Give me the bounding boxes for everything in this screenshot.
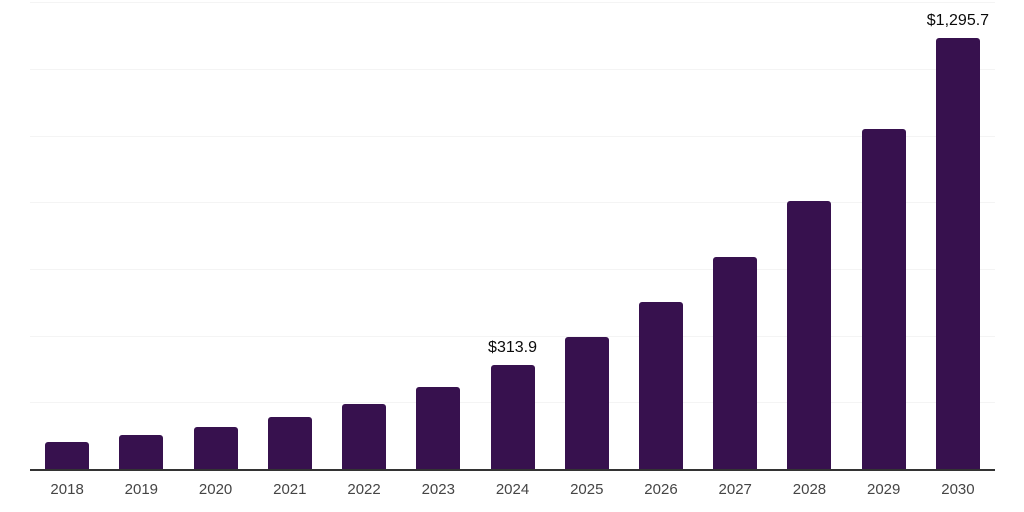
gridline xyxy=(30,269,995,270)
bar-slot-2021 xyxy=(253,0,327,470)
bar-2020 xyxy=(193,427,238,470)
bar-2029 xyxy=(861,129,906,470)
x-tick-label-2025: 2025 xyxy=(570,481,604,498)
bar-slot-2023 xyxy=(401,0,475,470)
bar-2025 xyxy=(564,337,609,470)
bar-slot-2022 xyxy=(327,0,401,470)
bar-slot-2027 xyxy=(698,0,772,470)
bar-slot-2029 xyxy=(847,0,921,470)
bar-2027 xyxy=(713,257,758,470)
bar-slot-2019 xyxy=(104,0,178,470)
x-axis-line xyxy=(30,469,995,471)
bar-slot-2025 xyxy=(550,0,624,470)
gridline xyxy=(30,69,995,70)
x-tick-label-2026: 2026 xyxy=(644,481,678,498)
bar-2019 xyxy=(119,435,164,470)
bar-2022 xyxy=(342,404,387,470)
value-label-2030: $1,295.7 xyxy=(926,12,990,30)
bar-slot-2026 xyxy=(624,0,698,470)
x-tick-label-2028: 2028 xyxy=(792,481,827,498)
bar-2023 xyxy=(416,387,461,470)
bar-2030 xyxy=(935,38,980,470)
bar-2018 xyxy=(45,442,90,470)
x-tick-label-2023: 2023 xyxy=(421,481,455,498)
bar-slot-2020 xyxy=(178,0,252,470)
bar-2028 xyxy=(787,200,832,470)
x-tick-label-2024: 2024 xyxy=(495,481,530,498)
bar-2021 xyxy=(267,417,312,470)
x-tick-label-2029: 2029 xyxy=(867,481,901,498)
value-label-2024: $313.9 xyxy=(488,339,537,357)
x-tick-label-2019: 2019 xyxy=(124,481,159,498)
x-tick-label-2022: 2022 xyxy=(347,481,381,498)
bar-slot-2028 xyxy=(772,0,846,470)
bars-layer: $313.9 $1,295.7 xyxy=(30,0,995,470)
bar-slot-2024: $313.9 xyxy=(475,0,549,470)
bar-slot-2030: $1,295.7 xyxy=(921,0,995,470)
x-tick-label-2018: 2018 xyxy=(50,481,84,498)
bar-2026 xyxy=(638,302,683,470)
bar-2024 xyxy=(490,365,535,470)
x-tick-label-2021: 2021 xyxy=(273,481,307,498)
gridline xyxy=(30,2,995,4)
gridline xyxy=(30,202,995,204)
x-tick-label-2020: 2020 xyxy=(198,481,233,498)
plot-area: $313.9 $1,295.7 xyxy=(30,0,995,471)
gridline xyxy=(30,135,995,137)
x-axis-labels: 2018 2019 2020 2021 2022 2023 2024 2025 2026 2027… xyxy=(30,481,995,498)
gridline xyxy=(30,335,995,337)
x-tick-label-2030: 2030 xyxy=(941,481,975,498)
bar-slot-2018 xyxy=(30,0,104,470)
x-tick-label-2027: 2027 xyxy=(718,481,752,498)
